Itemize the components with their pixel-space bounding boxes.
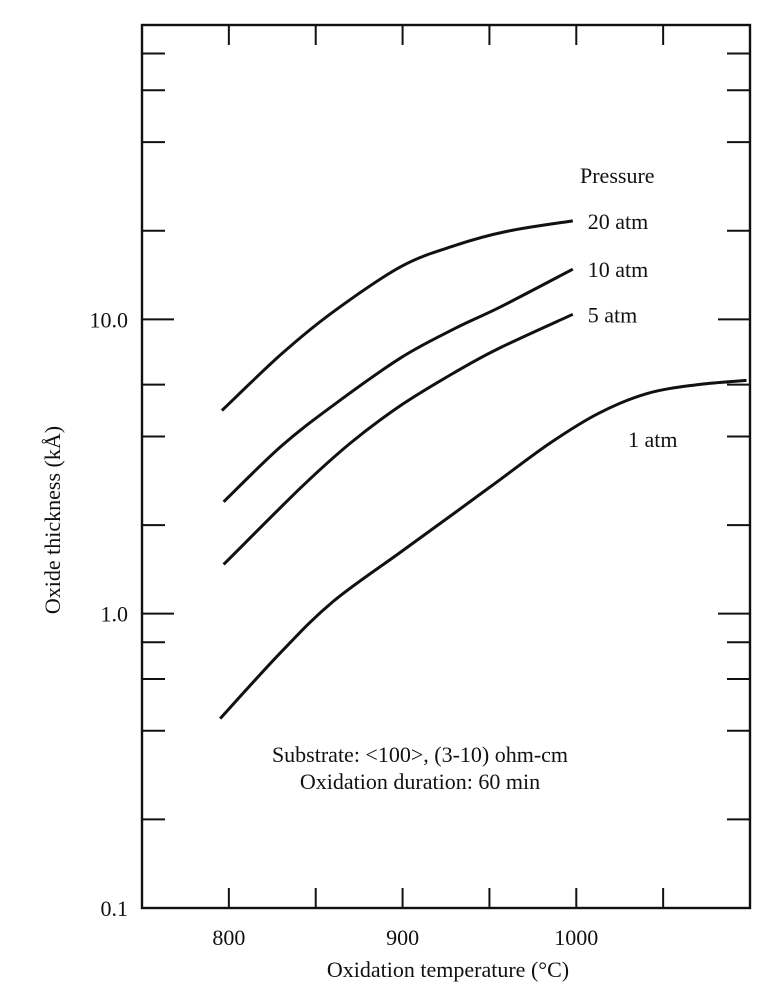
y-tick-label: 0.1 [101,896,129,921]
plot-frame [140,23,752,910]
data-curves [219,219,747,720]
series-label-10-atm: 10 atm [588,257,649,282]
y-tick-label: 10.0 [90,307,129,332]
annotation-duration: Oxidation duration: 60 min [300,769,540,794]
legend-title: Pressure [580,163,655,188]
series-labels: 20 atm 10 atm 5 atm 1 atm [588,209,678,452]
axis-ticks [142,25,750,908]
y-tick-label: 1.0 [101,602,129,627]
series-label-1-atm: 1 atm [628,427,678,452]
series-line-1-atm [219,378,747,720]
x-tick-label: 800 [212,925,245,950]
series-label-5-atm: 5 atm [588,302,638,327]
annotation-substrate: Substrate: <100>, (3-10) ohm-cm [272,742,568,767]
series-line-10-atm [222,267,574,503]
tick-labels: 800 900 1000 0.1 1.0 10.0 [90,307,599,950]
series-line-20-atm [220,219,574,412]
y-axis-label: Oxide thickness (kÅ) [40,426,65,614]
series-label-20-atm: 20 atm [588,209,649,234]
x-tick-label: 900 [386,925,419,950]
series-line-5-atm [222,312,574,566]
x-tick-label: 1000 [554,925,598,950]
x-axis-label: Oxidation temperature (°C) [327,957,569,982]
